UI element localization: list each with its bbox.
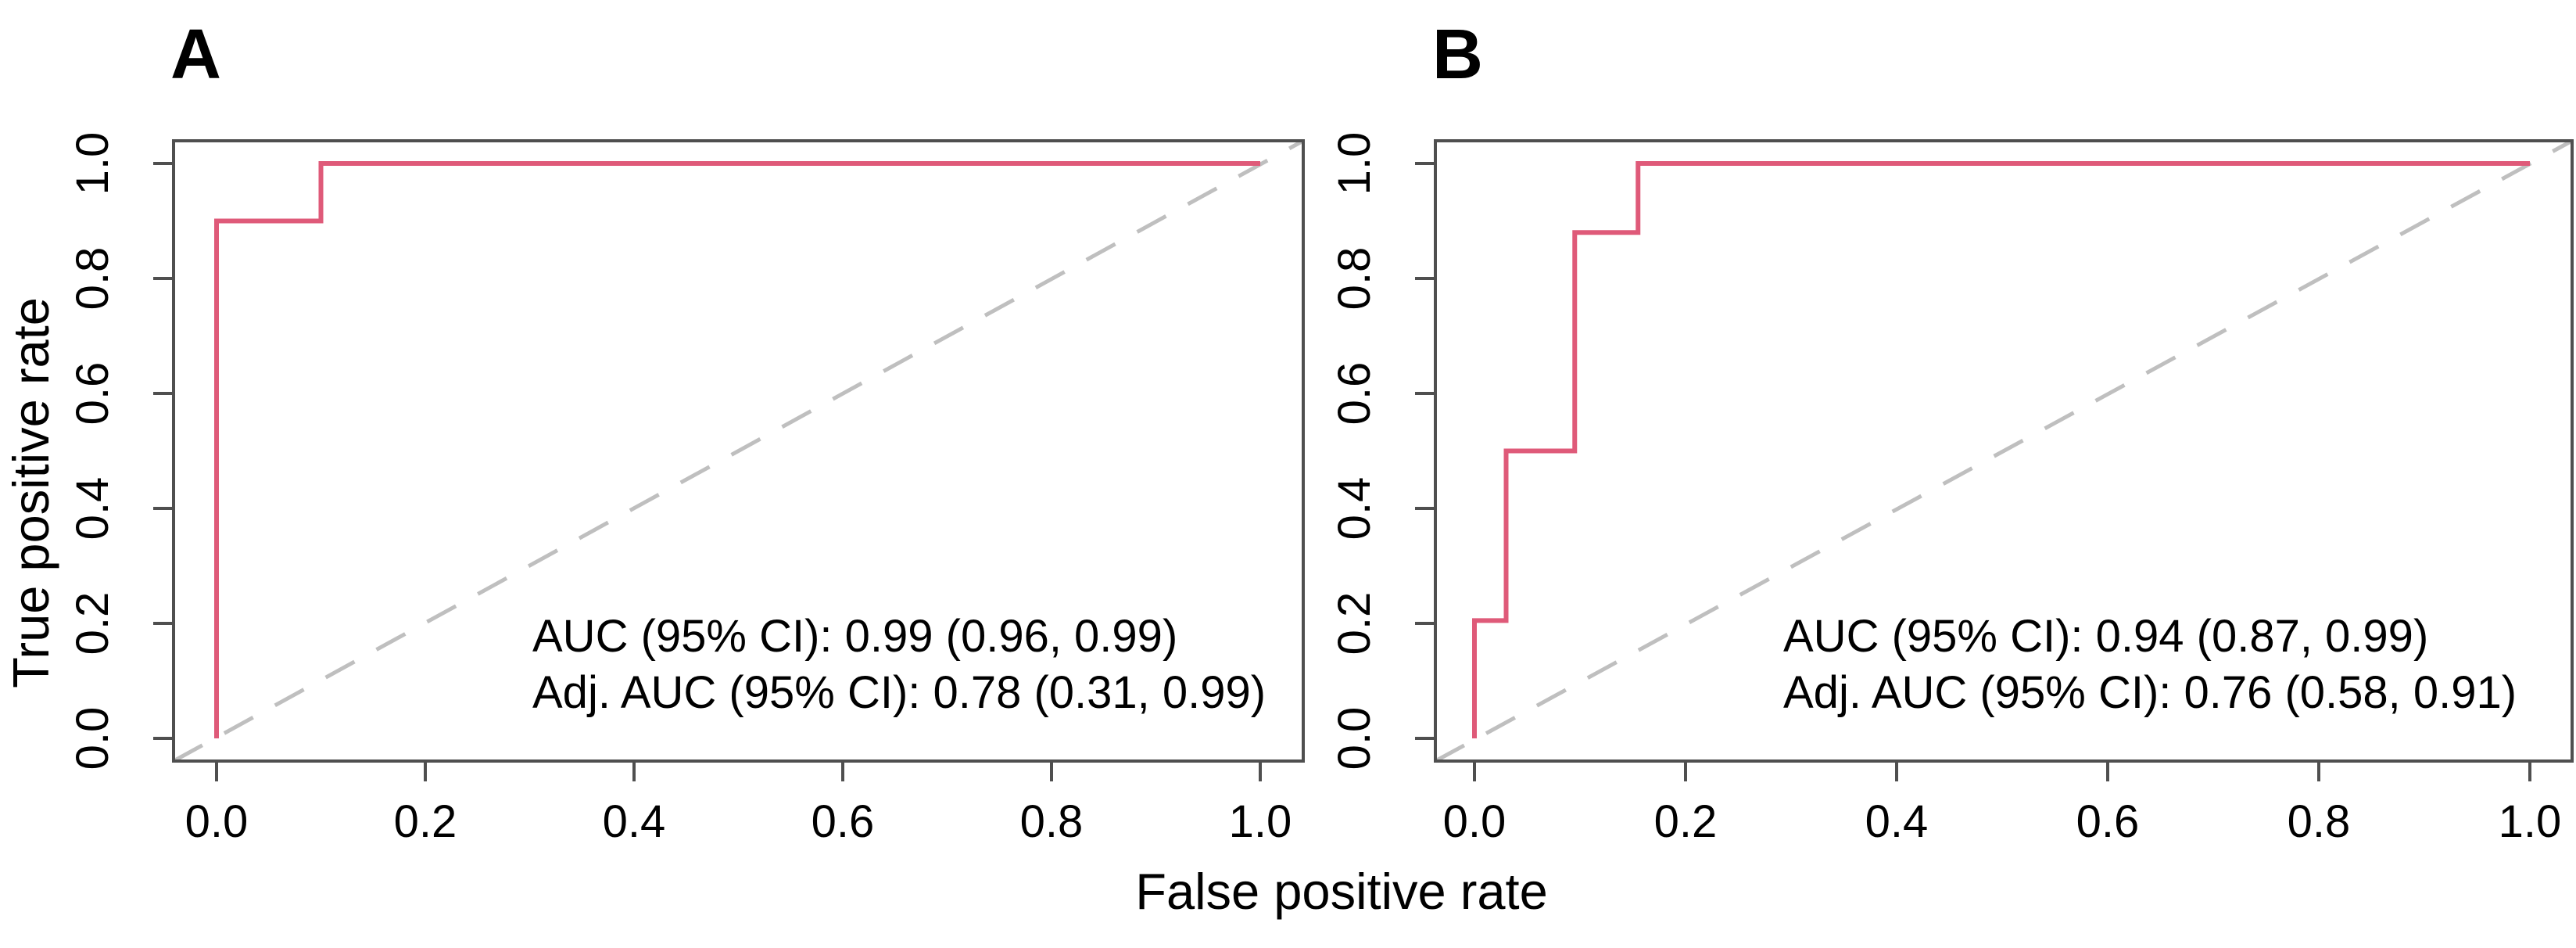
x-tick-label: 0.8 <box>2288 796 2351 847</box>
y-tick-label: 0.0 <box>67 707 118 770</box>
x-tick-label: 0.8 <box>1020 796 1084 847</box>
roc-panel-a: 0.0 0.2 0.4 0.6 0.8 1.0 0.0 0.2 0.4 0.6 0.8 1.0 <box>67 132 1305 847</box>
y-tick-label: 0.2 <box>67 592 118 655</box>
panel-b-adj-auc-text: Adj. AUC (95% CI): 0.76 (0.58, 0.91) <box>1783 667 2517 718</box>
x-tick-label: 0.4 <box>1865 796 1929 847</box>
y-tick-label: 0.8 <box>67 247 118 311</box>
plot-box <box>1434 139 2574 763</box>
panel-a-auc-text: AUC (95% CI): 0.99 (0.96, 0.99) <box>532 611 1177 662</box>
chance-diagonal <box>172 138 1305 763</box>
plot-box <box>172 139 1305 763</box>
y-tick-label: 0.4 <box>1329 477 1380 540</box>
y-tick-label: 0.6 <box>67 362 118 426</box>
x-tick-label: 0.2 <box>394 796 457 847</box>
x-tick-label: 0.6 <box>811 796 875 847</box>
y-tick-label: 1.0 <box>67 132 118 196</box>
y-tick-label: 0.6 <box>1329 362 1380 426</box>
panel-a-letter: A <box>170 16 221 94</box>
roc-curve <box>214 161 1260 738</box>
panel-b-letter: B <box>1432 16 1483 94</box>
roc-panel-b: 0.0 0.2 0.4 0.6 0.8 1.0 0.0 0.2 0.4 0.6 0.8 1.0 <box>1329 132 2574 847</box>
y-tick-label: 0.0 <box>1329 707 1380 770</box>
x-tick-label: 0.4 <box>603 796 666 847</box>
x-tick-label: 0.2 <box>1654 796 1718 847</box>
panel-b-auc-text: AUC (95% CI): 0.94 (0.87, 0.99) <box>1783 611 2428 662</box>
x-tick-label: 0.0 <box>185 796 249 847</box>
x-axis-title: False positive rate <box>1135 863 1547 920</box>
panel-a-adj-auc-text: Adj. AUC (95% CI): 0.78 (0.31, 0.99) <box>532 667 1266 718</box>
y-axis-title: True positive rate <box>2 297 59 688</box>
x-tick-label: 0.0 <box>1443 796 1507 847</box>
y-tick-label: 1.0 <box>1329 132 1380 196</box>
x-tick-label: 1.0 <box>1229 796 1292 847</box>
y-tick-label: 0.4 <box>67 477 118 540</box>
x-tick-label: 0.6 <box>2076 796 2140 847</box>
roc-curve <box>1472 161 2530 738</box>
x-tick-label: 1.0 <box>2499 796 2562 847</box>
y-tick-label: 0.8 <box>1329 247 1380 311</box>
chance-diagonal <box>1434 138 2574 763</box>
y-tick-label: 0.2 <box>1329 592 1380 655</box>
